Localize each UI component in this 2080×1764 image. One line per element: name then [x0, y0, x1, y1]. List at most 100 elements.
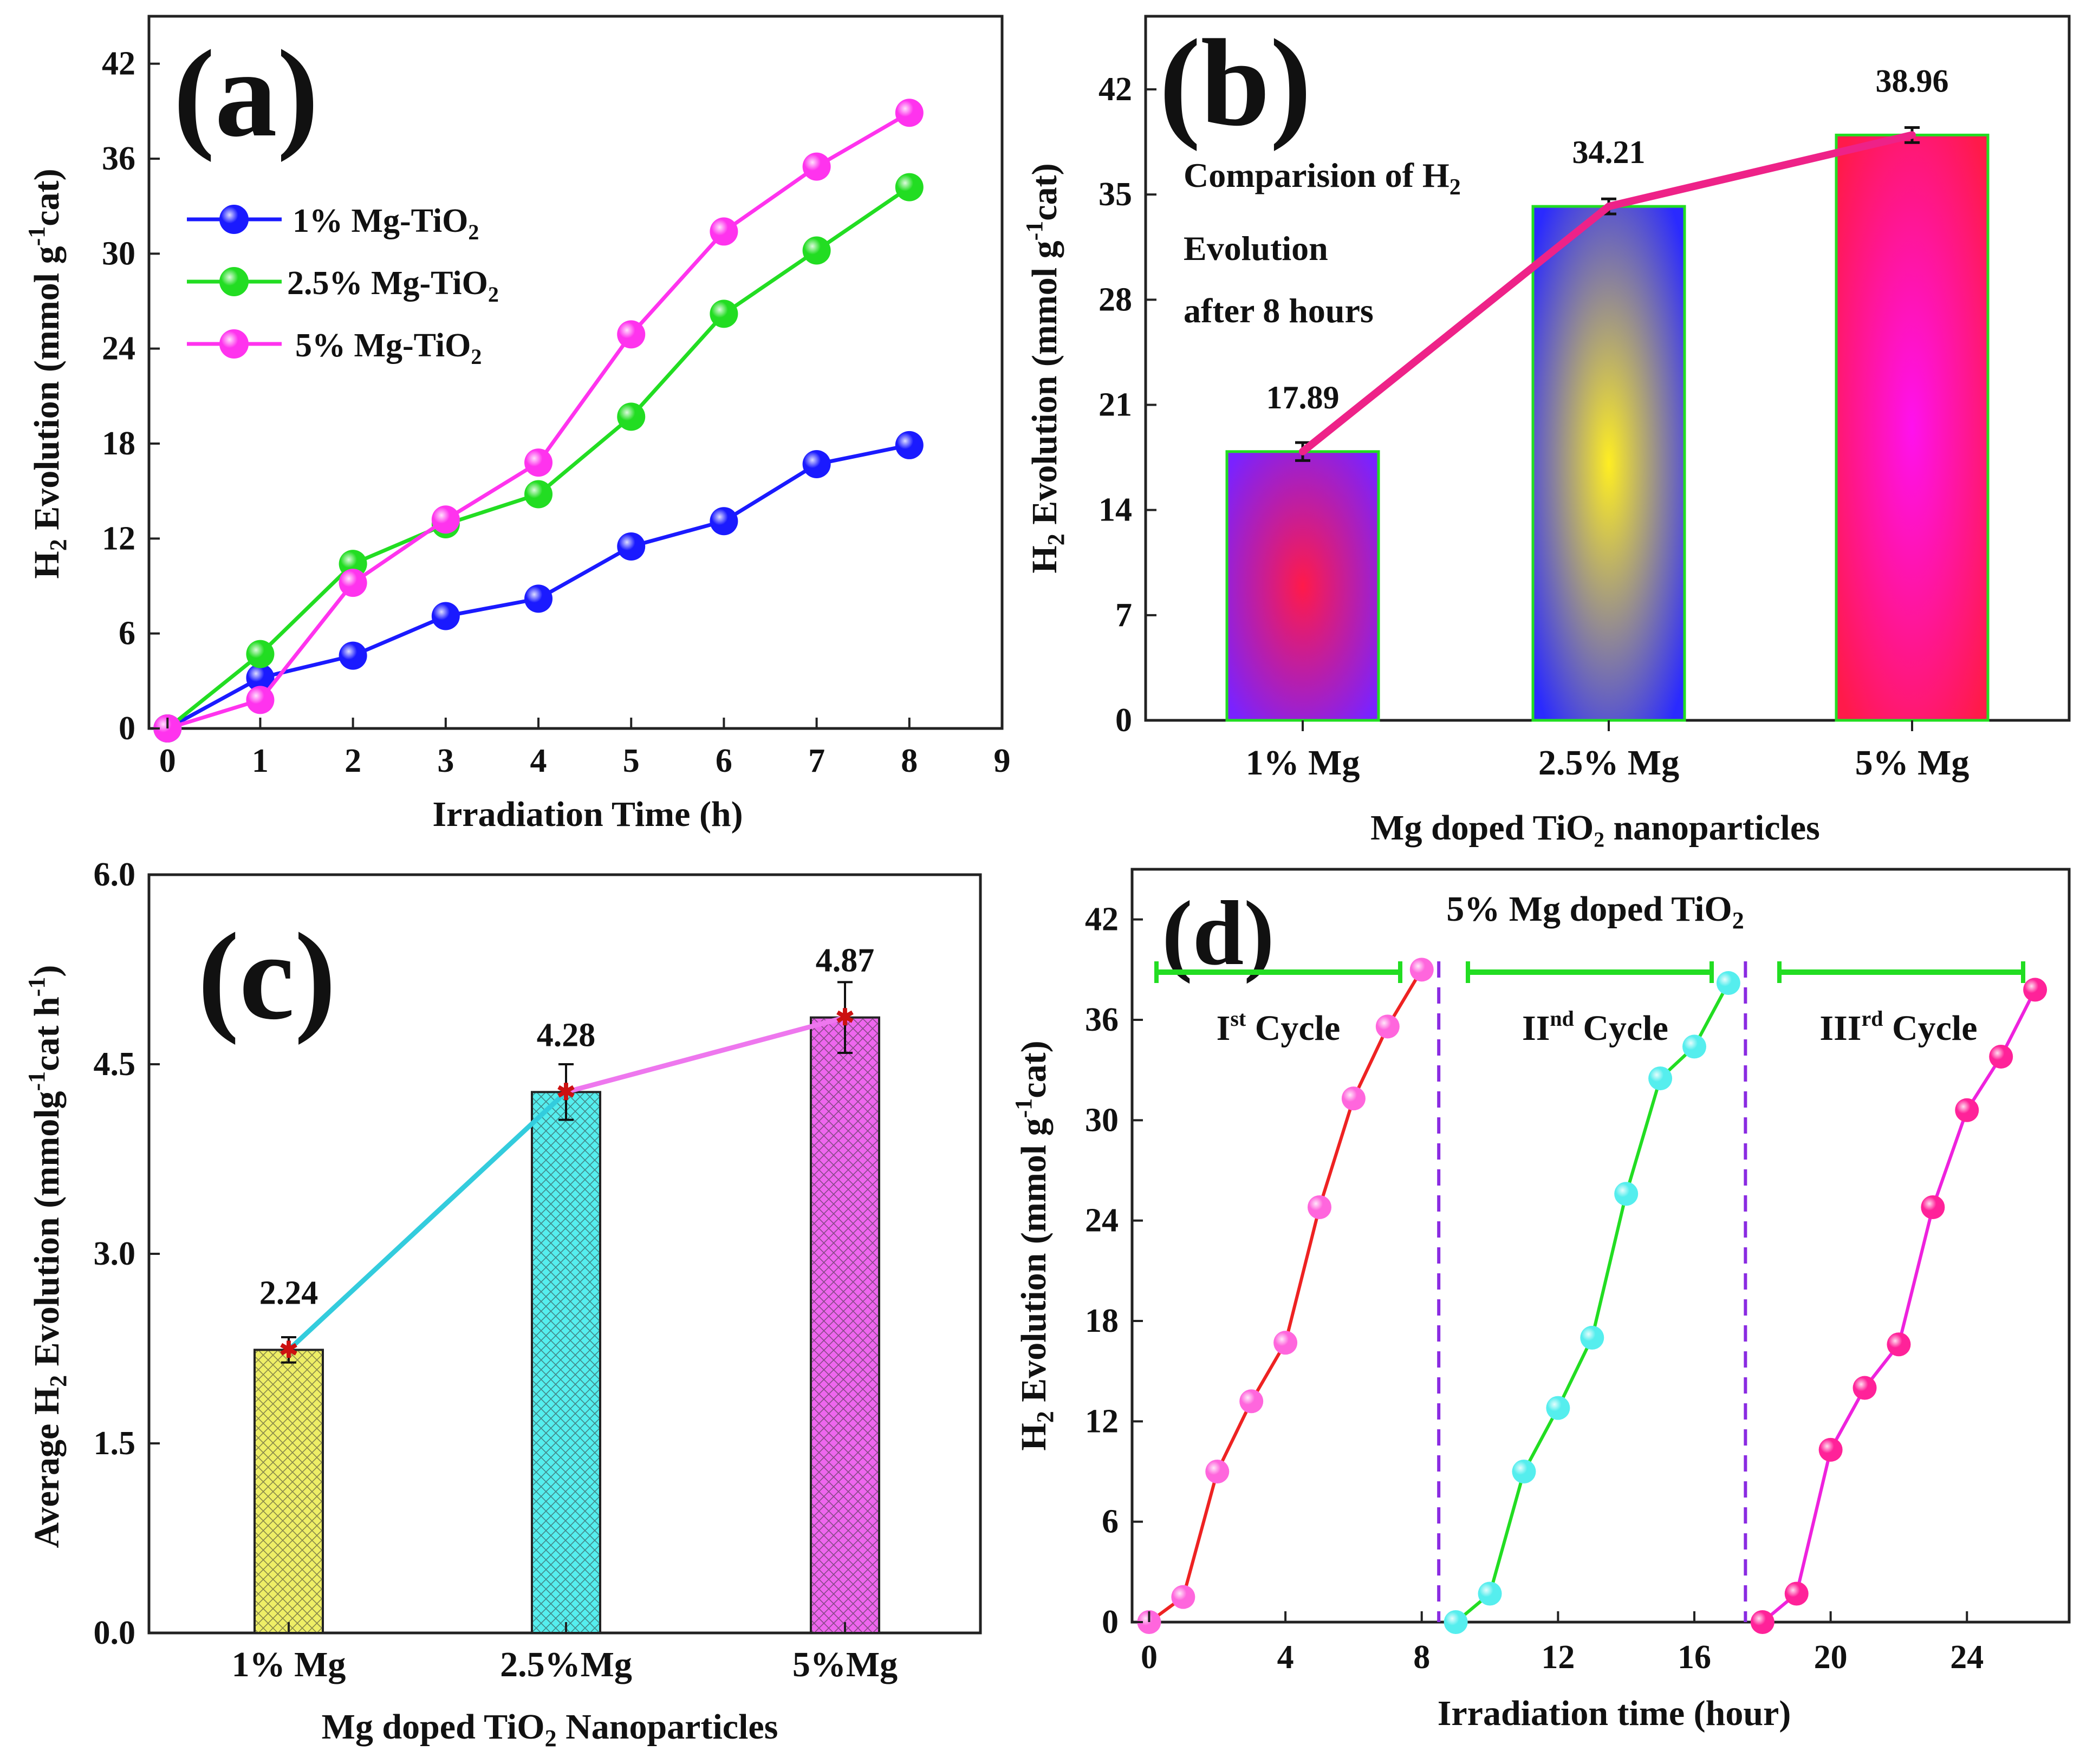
panel-d-series [1137, 958, 2047, 1634]
y-tick-label-0.0: 0.0 [94, 1615, 136, 1651]
panel-d: 0 4 8 12 16 20 24 0 6 12 18 24 30 36 42 (d) 5% Mg dop… [1010, 868, 2071, 1733]
x-tick-label-3: 5% Mg [1855, 743, 1969, 783]
y-tick-label-30: 30 [1085, 1102, 1119, 1138]
panel-a-legend: 1% Mg-TiO2 2.5% Mg-TiO2 5% Mg-TiO2 [187, 203, 499, 369]
y-tick-label-18: 18 [102, 425, 135, 462]
panel-a-ylabel: H2 Evolution (mmol g-1cat) [23, 168, 72, 578]
panel-b-xlabel: Mg doped TiO₂ nanoparticles [1370, 808, 1820, 848]
x-tick-label-4: 4 [530, 743, 547, 779]
cycle-point-shine-c2-4 [1580, 1325, 1604, 1350]
cycle-point-shine-c2-0 [1444, 1610, 1468, 1634]
data-point-shine-s1-6 [710, 507, 738, 536]
panel-d-cycle-brackets [1154, 961, 2025, 983]
x-tick-label-3: 5%Mg [792, 1645, 898, 1684]
data-point-shine-s2-6 [710, 300, 738, 328]
bar-1 [1225, 450, 1380, 722]
panel-c-xlabel: Mg doped TiO2 Nanoparticles [322, 1707, 778, 1752]
panel-c-xticks: 1% Mg 2.5%Mg 5%Mg [232, 1622, 898, 1684]
panel-b: 17.89 34.21 38.96 0 7 14 21 28 35 42 1% Mg 2.5% M… [1021, 14, 2071, 848]
y-tick-label-21: 21 [1098, 387, 1132, 424]
data-point-shine-s3-3 [431, 505, 460, 534]
cycle-point-shine-c2-3 [1546, 1396, 1570, 1420]
cycle-point-shine-c3-4 [1887, 1332, 1911, 1357]
trend-segment-1 [287, 1090, 568, 1352]
panel-d-ylabel: H2 Evolution (mmol g-1cat) [1010, 1040, 1058, 1450]
cycle-line-1 [1148, 968, 1424, 1624]
cycle-1-label: Ist Cycle [1217, 1006, 1341, 1048]
cycle-point-shine-c1-2 [1205, 1460, 1230, 1483]
value-label-1: 2.24 [259, 1274, 318, 1311]
y-tick-label-42: 42 [1098, 71, 1132, 108]
y-tick-label-35: 35 [1098, 176, 1132, 213]
data-point-shine-s3-4 [524, 448, 553, 477]
cycle-point-shine-c3-0 [1750, 1610, 1774, 1634]
y-tick-label-14: 14 [1098, 492, 1132, 529]
cycle-point-shine-c3-1 [1784, 1581, 1809, 1606]
bar-3 [1835, 133, 1990, 722]
cycle-point-shine-c2-1 [1478, 1581, 1502, 1606]
x-tick-label-2: 2.5% Mg [1538, 743, 1679, 783]
legend-label-2: 2.5% Mg-TiO2 [287, 265, 499, 307]
data-point-shine-s2-7 [802, 236, 831, 265]
bar-hatch-1 [255, 1350, 323, 1633]
y-tick-label-4.5: 4.5 [94, 1046, 136, 1083]
panel-d-title: 5% Mg doped TiO2 [1446, 889, 1744, 934]
panel-d-yticks: 0 6 12 18 24 30 36 42 [1085, 901, 1143, 1641]
x-tick-label-20: 20 [1814, 1639, 1848, 1676]
cycle-point-shine-c1-5 [1308, 1195, 1331, 1219]
cycle-point-shine-c3-5 [1921, 1195, 1945, 1219]
panel-b-xticks: 1% Mg 2.5% Mg 5% Mg [1246, 720, 1969, 783]
x-tick-label-24: 24 [1950, 1639, 1984, 1676]
x-tick-label-3: 3 [437, 743, 454, 779]
legend-entry-3: 5% Mg-TiO2 [187, 327, 482, 369]
cycle-point-shine-c3-2 [1818, 1437, 1843, 1462]
legend-entry-1: 1% Mg-TiO2 [187, 203, 479, 244]
y-tick-label-6: 6 [119, 615, 135, 652]
panel-d-xticks: 0 4 8 12 16 20 24 [1141, 1611, 1984, 1676]
data-point-shine-s1-7 [802, 450, 831, 478]
y-tick-label-30: 30 [102, 235, 135, 272]
panel-a-label: (a) [173, 24, 318, 162]
cycle-point-shine-c2-7 [1682, 1034, 1706, 1059]
y-tick-label-1.5: 1.5 [94, 1425, 136, 1462]
cycle-point-shine-c2-6 [1648, 1066, 1673, 1091]
x-tick-label-9: 9 [994, 743, 1011, 779]
x-tick-label-16: 16 [1678, 1639, 1711, 1676]
data-point-shine-s1-1 [246, 663, 275, 692]
x-tick-label-1: 1 [252, 743, 269, 779]
panel-d-label: (d) [1162, 882, 1275, 984]
panel-a-frame [147, 15, 1004, 730]
cycle-point-shine-c1-1 [1171, 1585, 1195, 1609]
data-point-shine-s3-8 [895, 99, 924, 127]
cycle-point-shine-c1-6 [1341, 1086, 1366, 1111]
data-point-shine-s1-2 [339, 641, 367, 670]
cycle-point-shine-c1-3 [1239, 1389, 1264, 1414]
panel-a-series [153, 99, 924, 743]
legend-label-3: 5% Mg-TiO2 [295, 327, 482, 369]
y-tick-label-28: 28 [1098, 281, 1132, 318]
x-tick-label-8: 8 [1413, 1639, 1430, 1676]
panel-c-label: (c) [198, 907, 336, 1045]
y-tick-label-24: 24 [1085, 1202, 1119, 1239]
data-point-shine-s2-4 [524, 480, 553, 509]
cycle-point-shine-c1-7 [1375, 1014, 1400, 1039]
data-point-shine-s2-8 [895, 173, 924, 201]
data-point-shine-s2-5 [617, 402, 646, 431]
cycle-point-shine-c2-8 [1716, 971, 1740, 995]
y-tick-label-42: 42 [1085, 901, 1119, 938]
cycle-point-shine-c3-7 [1989, 1044, 2013, 1069]
x-tick-label-2: 2 [344, 743, 361, 779]
panel-b-label: (b) [1159, 14, 1311, 152]
y-tick-label-36: 36 [102, 140, 135, 177]
mean-marker-2: ✱ [556, 1080, 575, 1105]
panel-d-frame [1130, 868, 2071, 1624]
bar-hatch-2 [532, 1092, 600, 1633]
trend-segment-2 [565, 1015, 846, 1095]
x-tick-label-1: 1% Mg [1246, 743, 1360, 783]
panel-c-bars: 2.24 4.28 4.87 ✱ ✱ ✱ [253, 942, 880, 1635]
value-label-3: 38.96 [1876, 63, 1949, 99]
y-tick-label-24: 24 [102, 330, 135, 367]
cycle-point-shine-c1-4 [1273, 1331, 1298, 1355]
y-tick-label-12: 12 [1085, 1403, 1119, 1440]
